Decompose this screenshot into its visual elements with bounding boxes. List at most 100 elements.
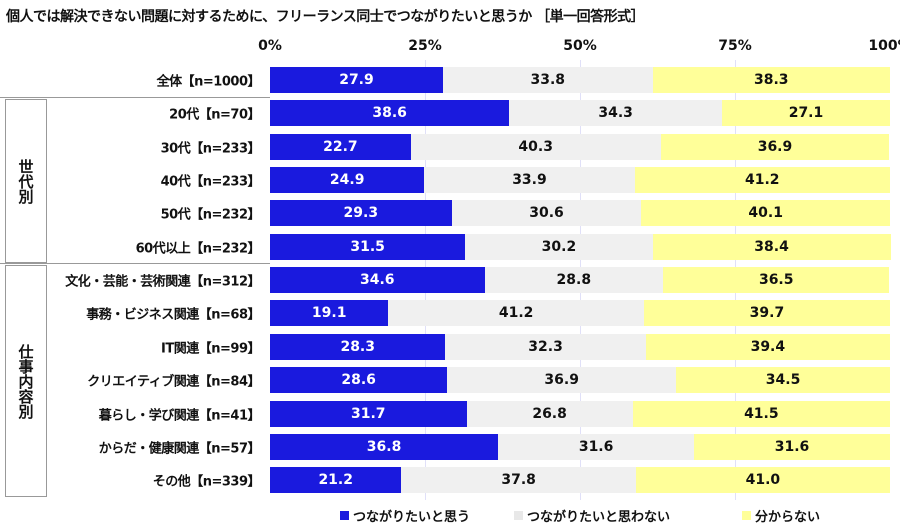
data-label: 38.3 <box>753 72 789 88</box>
data-label: 31.7 <box>350 405 386 422</box>
bar-segment: 39.7 <box>643 300 890 327</box>
bar-segment: 26.8 <box>466 400 633 427</box>
category-label: 30代【n=233】 <box>160 141 261 157</box>
data-label: 40.3 <box>518 138 553 155</box>
bar-segment: 28.6 <box>270 367 448 394</box>
data-label: 36.9 <box>544 372 579 389</box>
category-label: 60代以上【n=232】 <box>135 241 261 257</box>
bar-segment: 41.5 <box>632 400 890 427</box>
data-label: 28.3 <box>340 338 375 355</box>
data-label: 41.5 <box>744 405 779 422</box>
bar-segment: 31.6 <box>498 433 695 460</box>
category-label: 暮らし・学び関連【n=41】 <box>98 408 261 423</box>
data-label: 27.9 <box>339 72 374 88</box>
category-label: IT関連【n=99】 <box>161 341 260 357</box>
bar-segment: 37.8 <box>401 467 636 494</box>
data-label: 26.8 <box>532 405 567 422</box>
data-label: 41.0 <box>745 472 781 489</box>
bar-segment: 30.6 <box>451 200 642 227</box>
bar-segment: 30.2 <box>465 233 653 260</box>
data-label: 27.1 <box>788 105 824 122</box>
bar-segment: 32.3 <box>445 333 646 360</box>
data-label: 21.2 <box>318 472 353 489</box>
data-label: 41.2 <box>744 172 780 189</box>
legend-item: 分からない <box>742 506 820 525</box>
data-label: 24.9 <box>329 172 365 189</box>
bar-segment: 31.7 <box>270 400 467 427</box>
bar-segment: 36.5 <box>663 267 890 294</box>
bar-segment: 24.9 <box>270 167 425 194</box>
x-tick-label: 0% <box>258 38 282 54</box>
category-label: 20代【n=70】 <box>169 107 260 123</box>
x-tick-label: 100% <box>868 38 900 54</box>
group-label: 世代別 <box>16 158 35 204</box>
bar-segment: 34.6 <box>270 267 485 294</box>
category-label: 50代【n=232】 <box>160 207 261 223</box>
bar-segment: 40.1 <box>641 200 890 227</box>
divider <box>0 263 270 265</box>
bar-segment: 39.4 <box>645 333 890 360</box>
bar-segment: 28.8 <box>484 267 664 294</box>
bar-segment: 31.6 <box>694 433 890 460</box>
chart-title: 個人では解決できない問題に対するために、フリーランス同士でつながりたいと思うか … <box>6 9 645 25</box>
data-label: 33.8 <box>530 72 566 88</box>
category-label: 40代【n=233】 <box>160 174 261 190</box>
category-label: クリエイティブ関連【n=84】 <box>87 374 260 390</box>
category-label: 全体【n=1000】 <box>156 74 261 90</box>
data-label: 28.8 <box>556 272 592 289</box>
bar-segment: 38.6 <box>270 100 510 127</box>
bar-segment: 34.3 <box>509 100 722 127</box>
bar-segment: 38.4 <box>652 233 891 260</box>
data-label: 36.5 <box>758 272 794 289</box>
category-label: 文化・芸能・芸術関連【n=312】 <box>65 274 260 290</box>
bar-segment: 19.1 <box>270 300 389 327</box>
category-label: その他【n=339】 <box>152 474 261 490</box>
bar-segment: 33.8 <box>442 67 653 93</box>
bar-segment: 38.3 <box>652 67 890 93</box>
x-tick-label: 75% <box>718 38 752 54</box>
data-label: 32.3 <box>528 338 563 355</box>
data-label: 38.4 <box>754 238 789 255</box>
bar-segment: 31.5 <box>270 233 466 260</box>
legend-swatch <box>514 511 523 520</box>
data-label: 33.9 <box>512 172 547 189</box>
bar-segment: 22.7 <box>270 133 411 160</box>
data-label: 41.2 <box>498 305 534 322</box>
data-label: 38.6 <box>372 105 407 122</box>
data-label: 34.6 <box>359 272 395 289</box>
legend-item: つながりたいと思う <box>340 506 470 525</box>
data-label: 34.5 <box>765 372 801 389</box>
data-label: 39.4 <box>750 338 786 355</box>
bar-segment: 41.2 <box>634 167 890 194</box>
data-label: 30.6 <box>529 205 564 222</box>
x-tick-label: 50% <box>563 38 597 54</box>
bar-segment: 27.1 <box>721 100 890 127</box>
data-label: 31.5 <box>350 238 385 255</box>
data-label: 39.7 <box>749 305 785 322</box>
legend-swatch <box>742 511 751 520</box>
bar-segment: 36.8 <box>270 433 499 460</box>
data-label: 29.3 <box>343 205 379 222</box>
data-label: 36.8 <box>366 438 402 455</box>
bar-segment: 41.2 <box>388 300 644 327</box>
data-label: 34.3 <box>598 105 633 122</box>
bar-segment: 27.9 <box>270 67 443 93</box>
legend-label: つながりたいと思う <box>353 510 471 525</box>
legend-label: 分からない <box>755 510 821 525</box>
bar-segment: 36.9 <box>447 367 677 394</box>
group-label: 仕事内容別 <box>16 343 35 419</box>
data-label: 36.9 <box>757 138 793 155</box>
x-tick-label: 25% <box>408 38 442 54</box>
bar-segment: 21.2 <box>270 467 402 494</box>
legend-label: つながりたいと思わない <box>527 510 671 525</box>
data-label: 40.1 <box>748 205 783 222</box>
data-label: 28.6 <box>341 372 376 389</box>
data-label: 30.2 <box>541 238 577 255</box>
bar-segment: 34.5 <box>676 367 890 394</box>
bar-segment: 33.9 <box>424 167 635 194</box>
category-label: からだ・健康関連【n=57】 <box>98 441 261 457</box>
legend-item: つながりたいと思わない <box>514 506 670 525</box>
bar-segment: 28.3 <box>270 333 446 360</box>
legend-swatch <box>340 511 349 520</box>
